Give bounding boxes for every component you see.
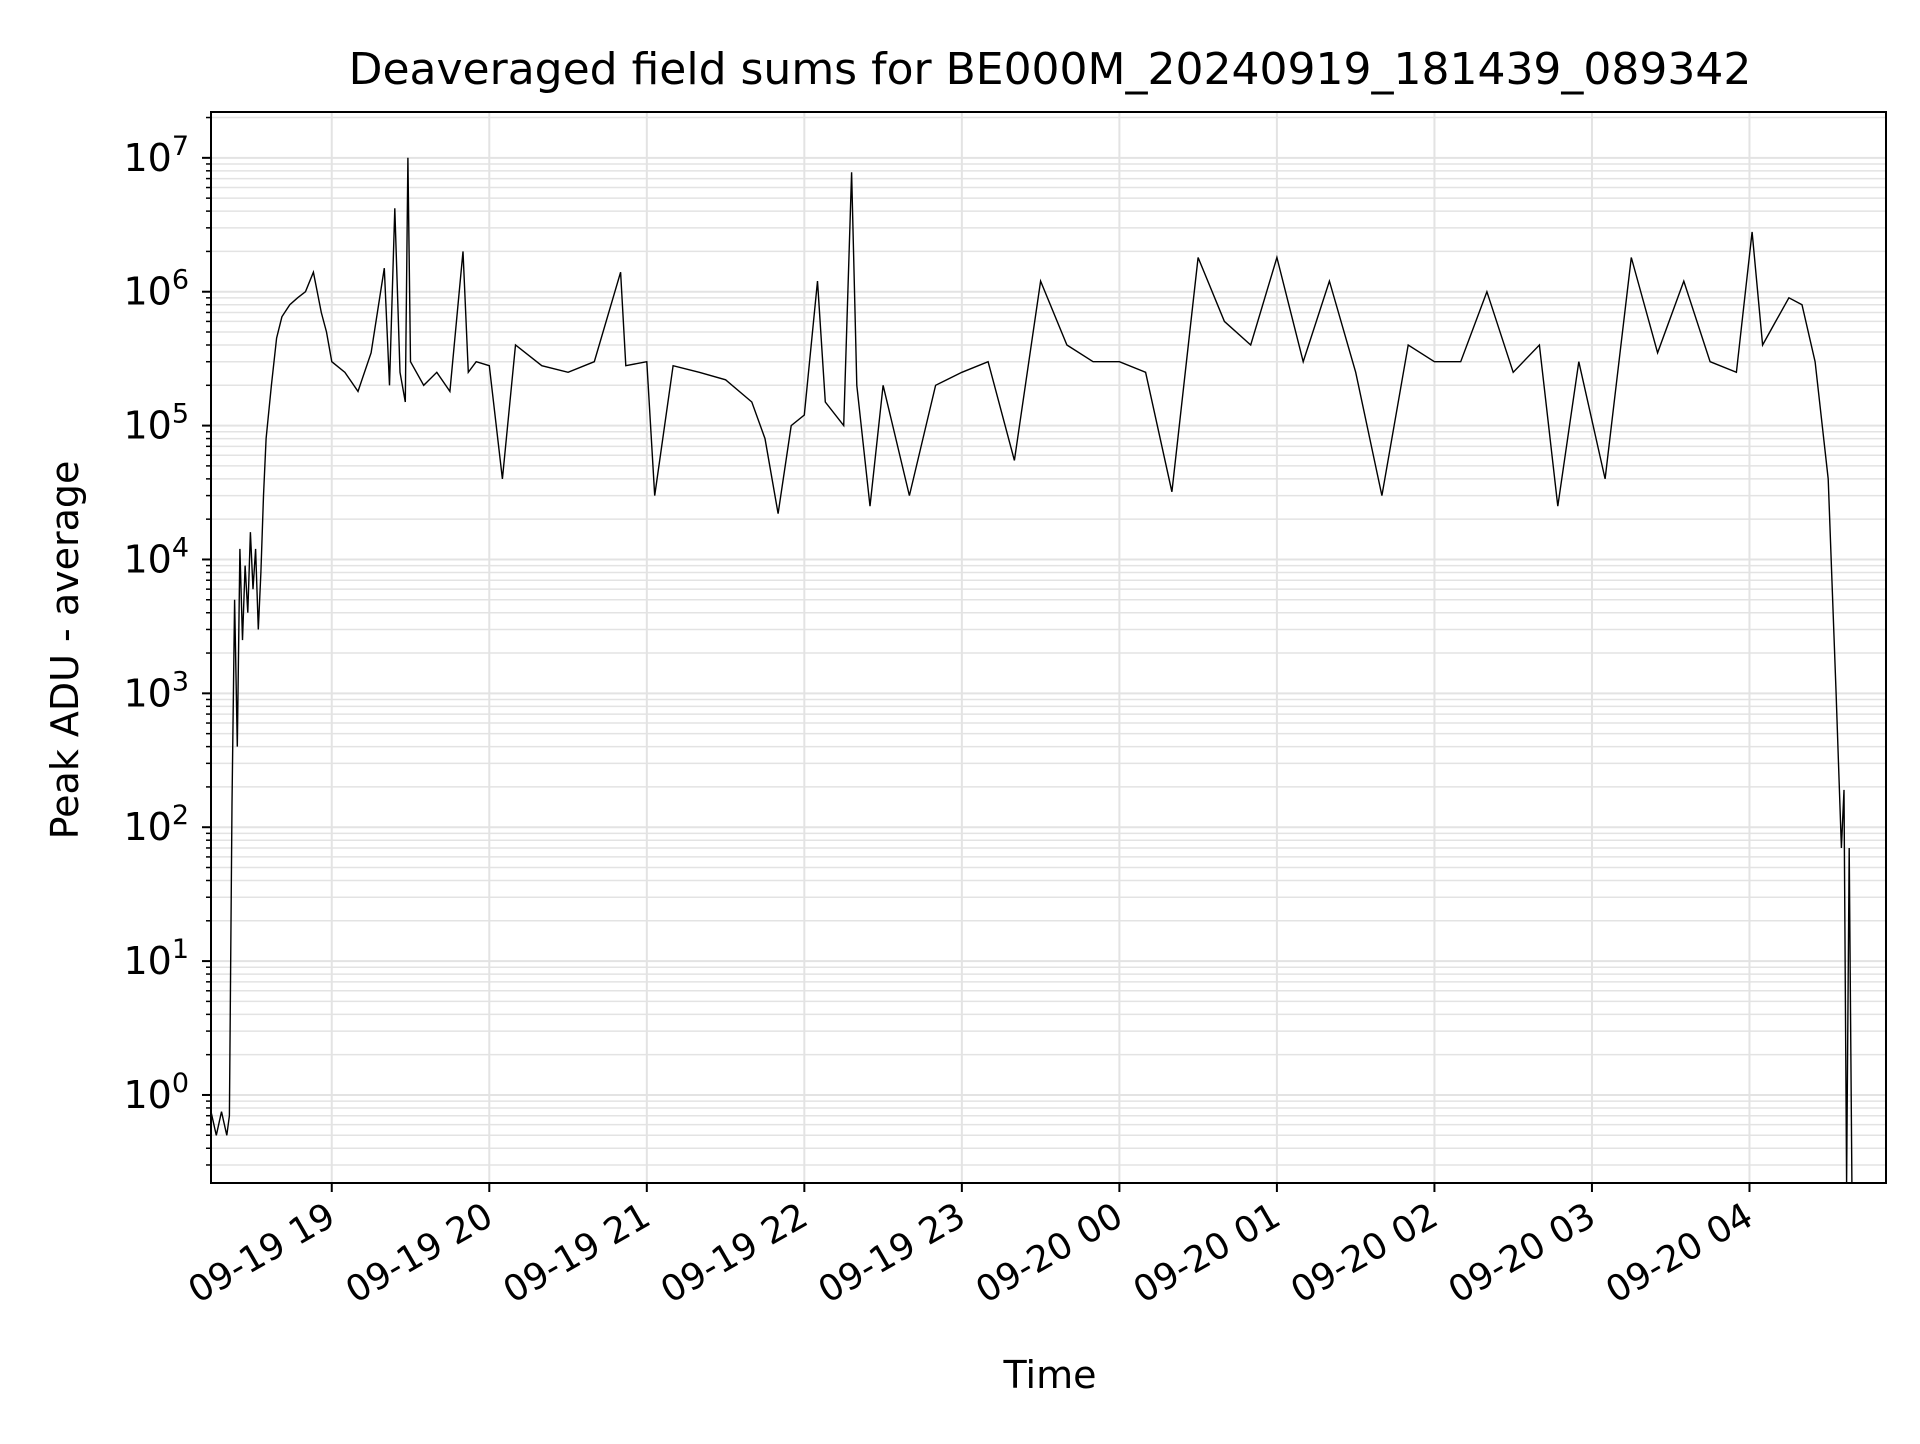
y-tick-label: 105 [123,399,189,448]
series-layer [210,157,1853,1184]
y-tick-label: 104 [123,532,189,581]
y-tick-label: 100 [123,1068,189,1117]
y-tick-label: 103 [123,666,189,715]
grid-layer [211,112,1886,1183]
y-tick-label: 101 [123,934,189,983]
series-line [210,157,1853,1184]
plot-frame [210,111,1887,1184]
chart-title: Deaveraged field sums for BE000M_2024091… [349,44,1752,95]
y-tick-label: 106 [123,265,189,314]
x-axis-label: Time [1003,1353,1097,1397]
y-axis-label: Peak ADU - average [43,461,87,840]
y-tick-label: 102 [123,800,189,849]
y-tick-label: 107 [123,131,189,180]
